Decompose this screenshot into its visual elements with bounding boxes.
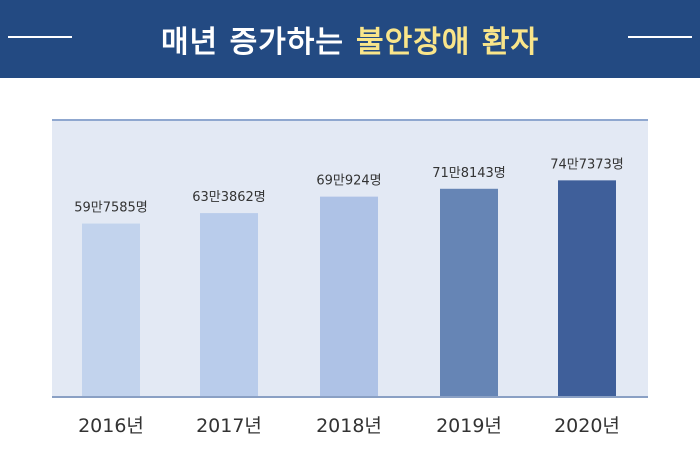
header-left-rule <box>8 36 72 38</box>
data-label-2019년: 71만8143명 <box>432 166 506 181</box>
header-right-rule <box>628 36 692 38</box>
title-main: 매년 증가하는 <box>160 25 344 60</box>
x-axis-line <box>52 396 648 398</box>
data-label-2016년: 59만7585명 <box>74 201 148 216</box>
plot-top-border <box>52 119 648 121</box>
bar-2018년 <box>320 196 378 396</box>
data-label-2020년: 74만7373명 <box>550 157 624 172</box>
data-label-2017년: 63만3862명 <box>192 190 266 205</box>
chart-title: 매년 증가하는 불안장애 환자 <box>0 0 700 78</box>
data-label-2018년: 69만924명 <box>316 174 381 189</box>
x-tick-label-2016년: 2016년 <box>78 415 144 437</box>
x-tick-label-2018년: 2018년 <box>316 415 382 437</box>
x-tick-label-2017년: 2017년 <box>196 415 262 437</box>
title-accent: 불안장애 환자 <box>356 25 540 60</box>
x-tick-label-2020년: 2020년 <box>554 415 620 437</box>
bar-2020년 <box>558 180 616 396</box>
header-banner <box>0 0 700 78</box>
bar-2016년 <box>82 223 140 396</box>
x-tick-label-2019년: 2019년 <box>436 415 502 437</box>
bar-2019년 <box>440 188 498 396</box>
bar-2017년 <box>200 213 258 396</box>
